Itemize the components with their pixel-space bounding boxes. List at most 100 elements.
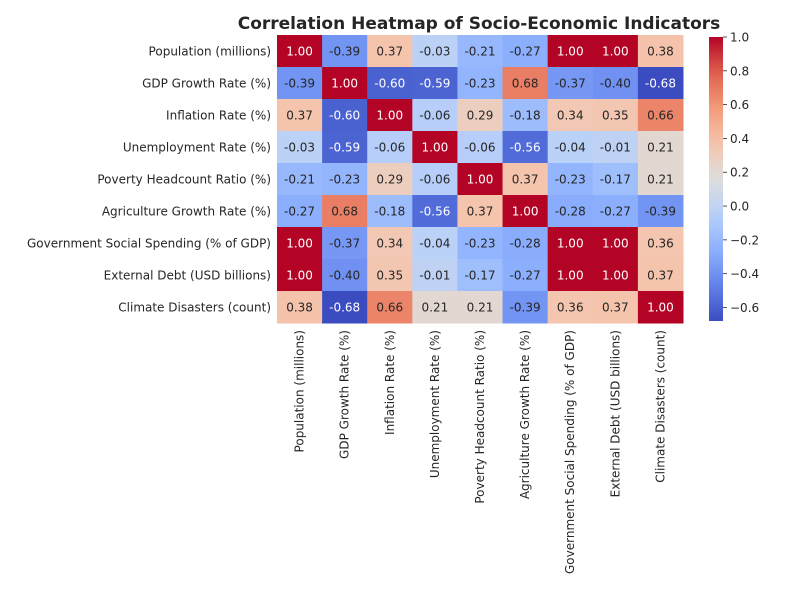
cell-value-label: 0.68	[331, 205, 358, 219]
cell-value-label: -0.27	[510, 45, 541, 59]
cell-value-label: -0.68	[645, 77, 676, 91]
heatmap-cell	[277, 227, 323, 260]
heatmap-cell	[277, 163, 323, 196]
cell-value-label: 0.37	[286, 109, 313, 123]
heatmap-cell	[412, 259, 458, 292]
x-tick-label: Agriculture Growth Rate (%)	[518, 330, 532, 499]
heatmap-cell	[592, 35, 639, 68]
heatmap-cell	[637, 35, 684, 68]
cell-value-label: 0.35	[602, 109, 629, 123]
cell-value-label: 1.00	[422, 141, 449, 155]
cell-value-label: -0.59	[419, 77, 450, 91]
heatmap-cell	[592, 163, 639, 196]
heatmap-cell	[547, 99, 594, 132]
heatmap-cell	[637, 259, 684, 292]
cell-value-label: 1.00	[331, 77, 358, 91]
heatmap-cell	[322, 259, 368, 292]
heatmap-cell	[322, 227, 368, 260]
x-tick-label: GDP Growth Rate (%)	[338, 330, 352, 459]
colorbar-tick-label: 1.0	[730, 31, 749, 45]
cell-value-label: -0.01	[600, 141, 631, 155]
heatmap-cell	[547, 35, 594, 68]
cell-value-label: -0.37	[555, 77, 586, 91]
cell-value-label: -0.21	[284, 173, 315, 187]
colorbar-tick-label: −0.4	[730, 267, 759, 281]
y-tick-label: Inflation Rate (%)	[166, 109, 271, 123]
cell-value-label: 0.37	[512, 173, 539, 187]
x-tick-label: Population (millions)	[293, 330, 307, 452]
cell-value-label: -0.23	[464, 237, 495, 251]
heatmap-cell	[367, 35, 413, 68]
heatmap-cell	[322, 35, 368, 68]
cell-value-label: 0.36	[647, 237, 674, 251]
heatmap-cell	[412, 99, 458, 132]
y-tick-label: Poverty Headcount Ratio (%)	[97, 173, 271, 187]
cell-value-label: -0.21	[464, 45, 495, 59]
heatmap-cell	[412, 131, 458, 164]
cell-value-label: -0.06	[419, 109, 450, 123]
x-tick-label: Unemployment Rate (%)	[428, 330, 442, 478]
heatmap-cell	[637, 67, 684, 100]
cell-value-label: -0.39	[645, 205, 676, 219]
cell-value-label: -0.06	[374, 141, 405, 155]
heatmap-cell	[322, 99, 368, 132]
cell-value-label: 0.38	[647, 45, 674, 59]
heatmap-cell	[592, 131, 639, 164]
colorbar-tick-label: 0.8	[730, 64, 749, 78]
cell-value-label: -0.17	[600, 173, 631, 187]
y-tick-label: Agriculture Growth Rate (%)	[102, 205, 271, 219]
cell-value-label: -0.18	[374, 205, 405, 219]
heatmap-cell	[277, 35, 323, 68]
heatmap-cell	[412, 291, 458, 324]
heatmap-cell	[277, 291, 323, 324]
cell-value-label: 1.00	[286, 269, 313, 283]
colorbar-tick-label: −0.6	[730, 301, 759, 315]
heatmap-cell	[457, 195, 504, 228]
y-tick-label: GDP Growth Rate (%)	[142, 77, 271, 91]
heatmap-cell	[457, 67, 504, 100]
heatmap-cell	[322, 291, 368, 324]
heatmap-cell	[367, 131, 413, 164]
heatmap-cell	[502, 35, 549, 68]
heatmap-cell	[502, 227, 549, 260]
cell-value-label: 0.66	[376, 301, 403, 315]
cell-value-label: 1.00	[557, 45, 584, 59]
heatmap-cell	[547, 195, 594, 228]
cell-value-label: 1.00	[286, 45, 313, 59]
heatmap-cell	[367, 259, 413, 292]
heatmap-cell	[367, 67, 413, 100]
heatmap-cell	[547, 131, 594, 164]
cell-value-label: -0.27	[600, 205, 631, 219]
cell-value-label: 0.37	[602, 301, 629, 315]
cell-value-label: 0.34	[376, 237, 403, 251]
cell-value-label: -0.39	[329, 45, 360, 59]
heatmap-cell	[592, 67, 639, 100]
x-tick-label: Poverty Headcount Ratio (%)	[473, 330, 487, 504]
heatmap-cell	[502, 291, 549, 324]
heatmap-cell	[502, 195, 549, 228]
heatmap-cell	[637, 227, 684, 260]
cell-value-label: 1.00	[512, 205, 539, 219]
cell-value-label: -0.06	[419, 173, 450, 187]
cell-value-label: -0.56	[419, 205, 450, 219]
cell-value-label: -0.56	[510, 141, 541, 155]
cell-value-label: 1.00	[376, 109, 403, 123]
heatmap-cell	[547, 227, 594, 260]
heatmap-cell	[367, 195, 413, 228]
cell-value-label: 0.21	[647, 141, 674, 155]
cell-value-label: -0.60	[329, 109, 360, 123]
heatmap-cell	[547, 259, 594, 292]
heatmap-cell	[457, 99, 504, 132]
x-tick-label: Climate Disasters (count)	[653, 330, 667, 483]
heatmap-cell	[412, 35, 458, 68]
heatmap-cell	[277, 67, 323, 100]
x-axis-labels: Population (millions) GDP Growth Rate (%)…	[293, 330, 668, 574]
cell-value-label: -0.68	[329, 301, 360, 315]
cell-value-label: -0.23	[329, 173, 360, 187]
heatmap-cell	[592, 227, 639, 260]
cell-value-label: -0.59	[329, 141, 360, 155]
cell-value-label: -0.18	[510, 109, 541, 123]
cell-value-label: 0.36	[557, 301, 584, 315]
heatmap-cell	[502, 67, 549, 100]
